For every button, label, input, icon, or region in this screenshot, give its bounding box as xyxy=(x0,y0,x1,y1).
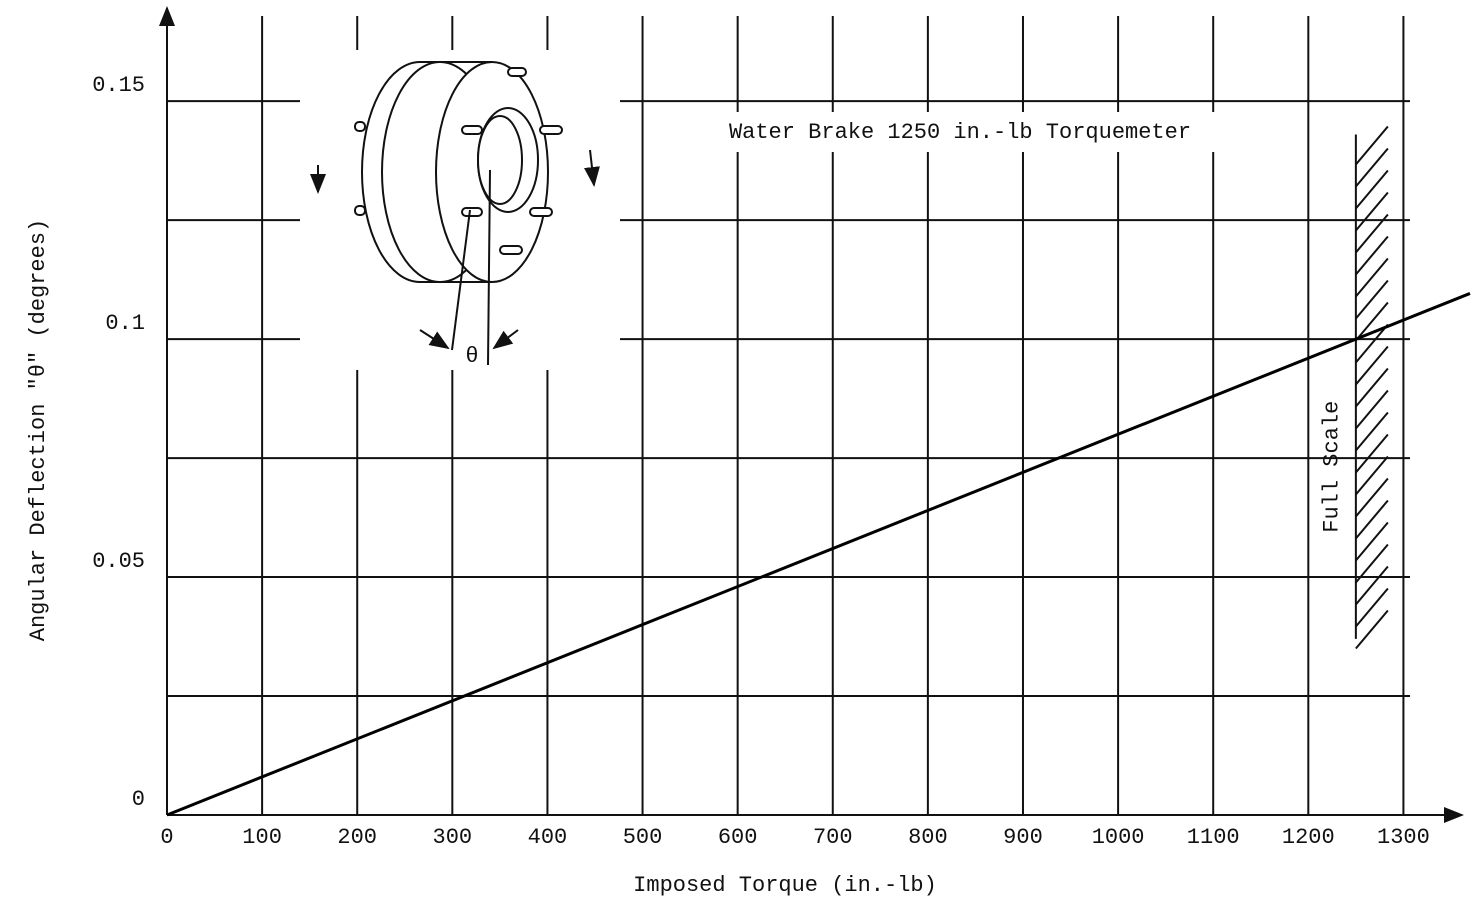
y-tick-label: 0.1 xyxy=(105,311,145,336)
hatch xyxy=(1355,543,1389,584)
annotation-background xyxy=(672,112,1242,152)
hatch xyxy=(1355,609,1389,650)
x-tick-label: 0 xyxy=(160,825,173,850)
grid xyxy=(166,16,1410,816)
x-tick-label: 900 xyxy=(1003,825,1043,850)
hatch xyxy=(1355,367,1389,408)
full-scale-label: Full Scale xyxy=(1320,401,1345,533)
y-tick-label: 0.15 xyxy=(92,73,145,98)
y-tick-label: 0 xyxy=(132,787,145,812)
hatch xyxy=(1355,587,1389,628)
hatch xyxy=(1355,257,1389,298)
x-tick-label: 1200 xyxy=(1282,825,1335,850)
hatch xyxy=(1355,323,1389,364)
x-tick-label: 200 xyxy=(337,825,377,850)
hatch xyxy=(1355,499,1389,540)
hatch xyxy=(1355,169,1389,210)
hatch xyxy=(1355,477,1389,518)
hatch xyxy=(1355,411,1389,452)
annotation: Water Brake 1250 in.-lb Torquemeter xyxy=(729,120,1191,145)
y-axis-label: Angular Deflection "θ" (degrees) xyxy=(26,219,51,641)
x-tick-label: 1300 xyxy=(1377,825,1430,850)
x-tick-label: 500 xyxy=(623,825,663,850)
x-tick-label: 1100 xyxy=(1187,825,1240,850)
torquemeter-diagram: θ xyxy=(310,61,600,369)
x-tick-label: 600 xyxy=(718,825,758,850)
x-tick-label: 300 xyxy=(433,825,473,850)
x-tick-label: 1000 xyxy=(1092,825,1145,850)
x-tick-label: 400 xyxy=(528,825,568,850)
diagram-label: θ xyxy=(465,344,478,369)
x-axis-label: Imposed Torque (in.-lb) xyxy=(633,873,937,898)
hatch xyxy=(1355,455,1389,496)
data-line xyxy=(166,292,1471,817)
hatch xyxy=(1355,125,1389,166)
x-tick-label: 700 xyxy=(813,825,853,850)
hatch xyxy=(1355,213,1389,254)
x-tick-label: 800 xyxy=(908,825,948,850)
hatch xyxy=(1355,433,1389,474)
x-tick-label: 100 xyxy=(242,825,282,850)
hatch xyxy=(1355,279,1389,320)
hatch xyxy=(1355,565,1389,606)
hatch xyxy=(1355,521,1389,562)
hatch xyxy=(1355,301,1389,342)
hatch xyxy=(1355,235,1389,276)
hatch xyxy=(1355,147,1389,188)
hatch xyxy=(1355,191,1389,232)
hatch xyxy=(1355,345,1389,386)
hatch xyxy=(1355,389,1389,430)
y-tick-label: 0.05 xyxy=(92,549,145,574)
